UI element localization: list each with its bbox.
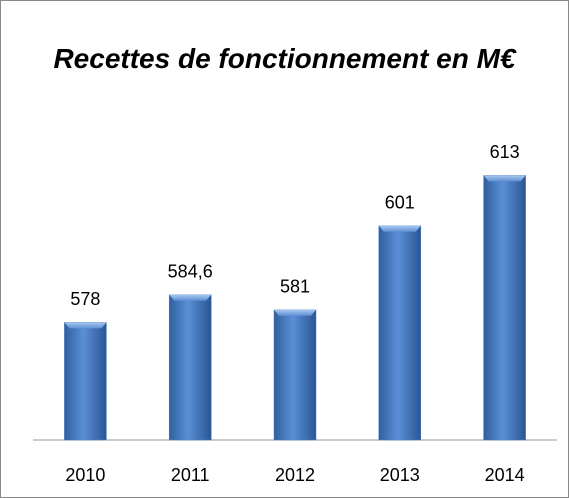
bar: [483, 175, 526, 441]
bar: [64, 322, 107, 441]
data-label: 584,6: [168, 261, 213, 281]
data-label: 581: [280, 277, 310, 297]
bar-body: [64, 322, 107, 441]
bar: [168, 294, 212, 441]
bar: [378, 225, 422, 441]
x-tick-label: 2012: [275, 465, 315, 485]
x-tick-label: 2014: [485, 465, 525, 485]
chart-title: Recettes de fonctionnement en M€: [53, 43, 516, 74]
bar-cap: [169, 294, 212, 301]
bar-cap: [483, 175, 526, 182]
x-tick-label: 2013: [380, 465, 420, 485]
x-tick-label: 2010: [65, 465, 105, 485]
x-tick-label: 2011: [171, 465, 210, 485]
bar-body: [378, 225, 422, 441]
bar-body: [483, 175, 526, 441]
bar-cap: [64, 322, 107, 329]
bar-cap: [378, 225, 421, 232]
bar-body: [168, 294, 212, 441]
data-label: 601: [385, 193, 415, 213]
bar-cap: [274, 309, 316, 316]
bar: [273, 309, 317, 441]
bar-body: [273, 309, 317, 441]
data-label: 578: [70, 289, 100, 309]
data-label: 613: [490, 142, 520, 162]
